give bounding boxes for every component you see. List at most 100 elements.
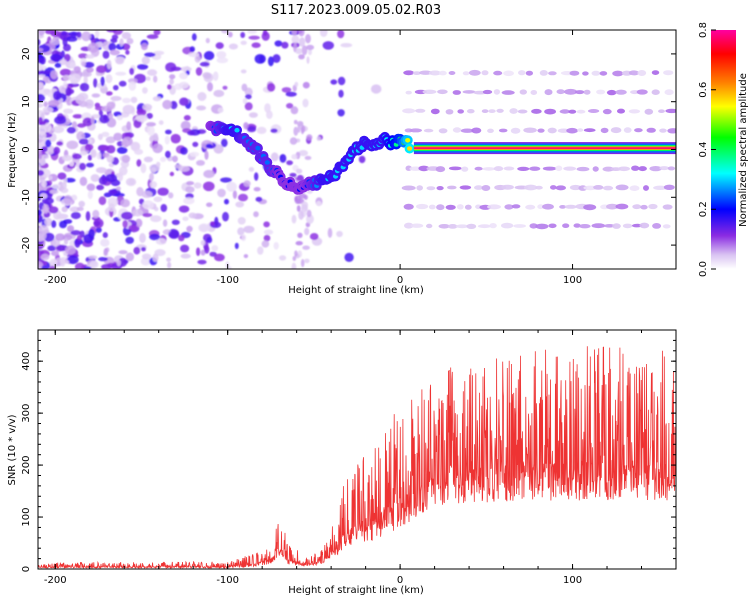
noise-blob	[86, 162, 94, 168]
snr-frame	[37, 329, 677, 570]
noise-blob	[105, 173, 118, 183]
harmonic-blob	[525, 204, 536, 210]
noise-blob	[70, 211, 81, 220]
noise-blob	[204, 245, 210, 254]
harmonic-blob	[509, 108, 518, 114]
noise-blob	[295, 168, 303, 174]
noise-blob	[59, 220, 67, 229]
noise-blob	[267, 83, 276, 92]
noise-blob	[340, 43, 353, 48]
harmonic-blob	[648, 203, 658, 210]
noise-blob	[88, 255, 98, 260]
harmonic-blob	[667, 128, 676, 134]
noise-blob	[38, 163, 41, 172]
noise-blob	[232, 190, 237, 199]
noise-blob	[136, 159, 142, 167]
harmonic-blob	[566, 127, 578, 134]
noise-blob	[169, 171, 175, 177]
harmonic-blob	[403, 203, 414, 210]
noise-blob	[370, 84, 382, 94]
figure-title: S117.2023.009.05.02.R03	[271, 3, 441, 18]
noise-blob	[245, 94, 252, 100]
harmonic-blob	[623, 127, 632, 133]
noise-blob	[296, 205, 301, 212]
noise-blob	[213, 71, 219, 81]
harmonic-blob	[437, 89, 448, 95]
noise-blob	[316, 136, 321, 141]
noise-blob	[108, 112, 114, 120]
harmonic-blob	[466, 223, 477, 229]
noise-blob	[146, 34, 159, 39]
x-tick-label: -200	[44, 575, 67, 586]
noise-blob	[202, 72, 211, 79]
noise-blob	[168, 192, 174, 199]
noise-blob	[337, 30, 345, 39]
noise-blob	[109, 49, 121, 56]
harmonic-blob	[663, 184, 675, 190]
noise-blob	[71, 121, 78, 129]
noise-blob	[294, 81, 299, 87]
noise-blob	[98, 176, 108, 185]
noise-blob	[122, 104, 135, 115]
noise-blob	[295, 241, 303, 246]
noise-blob	[198, 223, 210, 233]
harmonic-blob	[602, 166, 615, 172]
y-tick-label: -10	[21, 189, 32, 205]
noise-blob	[69, 160, 75, 167]
noise-blob	[153, 75, 158, 83]
noise-blob	[48, 175, 53, 180]
y-tick-label: 20	[21, 48, 32, 61]
harmonic-blob	[503, 70, 514, 77]
harmonic-blob	[587, 109, 600, 113]
ridge-core	[255, 145, 261, 151]
noise-blob	[224, 198, 229, 205]
noise-blob	[294, 250, 298, 257]
noise-blob	[301, 201, 309, 209]
noise-blob	[62, 259, 70, 264]
harmonic-blob	[461, 166, 469, 172]
harmonic-blob	[662, 224, 671, 229]
harmonic-blob	[634, 128, 643, 133]
harmonic-blob	[539, 70, 548, 76]
x-tick-label: 0	[397, 575, 403, 586]
harmonic-blob	[615, 184, 629, 191]
noise-blob	[180, 66, 192, 72]
noise-blob	[180, 253, 191, 259]
harmonic-blob	[575, 90, 585, 95]
noise-blob	[59, 185, 64, 191]
noise-blob	[187, 130, 196, 136]
noise-blob	[344, 252, 354, 262]
harmonic-blob	[631, 165, 640, 171]
noise-blob	[211, 245, 219, 252]
noise-blob	[137, 64, 149, 70]
noise-blob	[128, 81, 137, 91]
noise-blob	[298, 150, 308, 157]
harmonic-blob	[481, 109, 489, 113]
harmonic-blob	[462, 90, 476, 94]
noise-blob	[295, 48, 303, 55]
noise-blob	[38, 249, 41, 260]
harmonic-blob	[493, 166, 504, 172]
y-tick-label: 400	[21, 352, 32, 371]
noise-blob	[106, 145, 116, 154]
noise-blob	[150, 215, 162, 223]
noise-blob	[300, 259, 305, 268]
harmonic-blob	[448, 166, 462, 171]
ridge-core	[407, 146, 413, 151]
noise-blob	[167, 84, 172, 90]
colorbar-tick-label: 0.2	[698, 201, 709, 217]
noise-blob	[140, 163, 147, 174]
noise-blob	[47, 245, 57, 252]
noise-blob	[146, 112, 153, 119]
noise-blob	[84, 143, 94, 151]
harmonic-blob	[412, 71, 421, 75]
noise-blob	[139, 233, 146, 243]
noise-blob	[83, 266, 92, 269]
harmonic-blob	[467, 109, 475, 114]
noise-blob	[62, 81, 68, 88]
noise-blob	[52, 90, 62, 101]
noise-blob	[305, 34, 311, 44]
noise-blob	[122, 97, 131, 104]
noise-blob	[54, 62, 62, 68]
harmonic-blob	[530, 90, 538, 95]
